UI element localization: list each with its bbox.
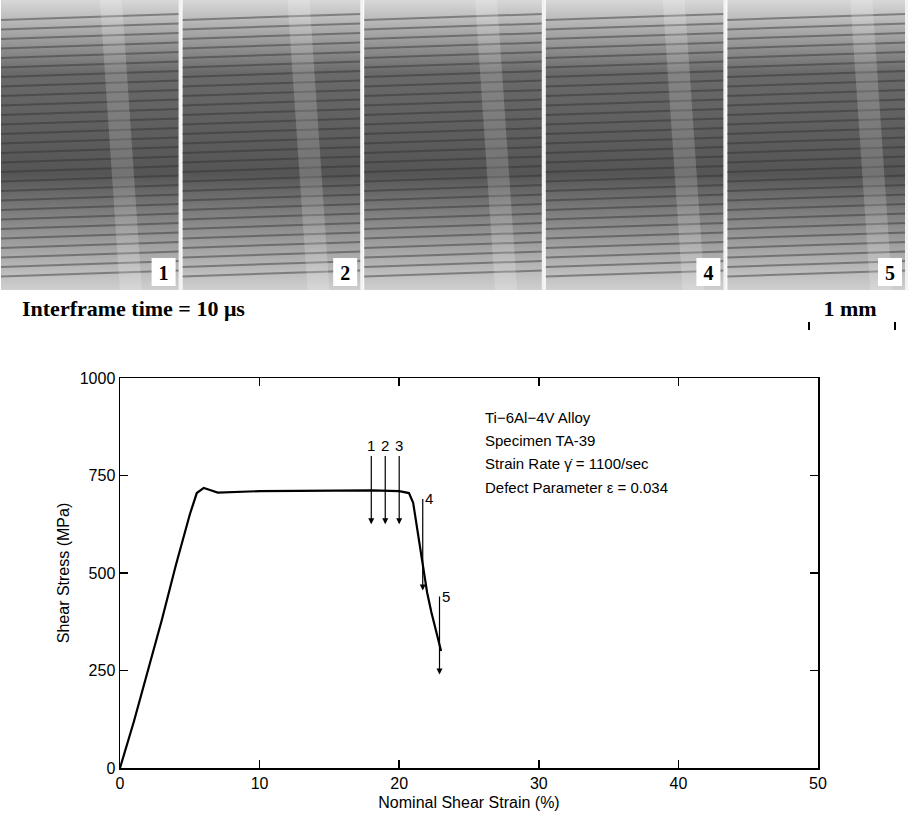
svg-text:Specimen TA-39: Specimen TA-39 [485,432,595,449]
svg-text:1000: 1000 [80,370,116,387]
svg-text:500: 500 [89,565,116,582]
svg-text:250: 250 [89,662,116,679]
svg-text:Shear Stress (MPa): Shear Stress (MPa) [55,503,72,643]
svg-text:0: 0 [116,775,125,792]
svg-text:50: 50 [809,775,827,792]
svg-text:5: 5 [442,588,450,605]
svg-text:Defect Parameter ε = 0.034: Defect Parameter ε = 0.034 [485,479,668,496]
svg-text:30: 30 [530,775,548,792]
svg-text:750: 750 [89,467,116,484]
svg-text:Nominal Shear Strain (%): Nominal Shear Strain (%) [378,794,559,811]
html-text:Interframe time = 10 μs: Interframe time = 10 μs [22,296,245,321]
svg-text:1: 1 [159,262,169,284]
svg-text:3: 3 [395,437,403,454]
svg-text:2: 2 [381,437,389,454]
svg-text:5: 5 [885,262,895,284]
svg-text:4: 4 [703,262,713,284]
svg-text:Strain Rate γ̇ = 1100/sec: Strain Rate γ̇ = 1100/sec [485,455,649,472]
svg-text:Ti−6Al−4V Alloy: Ti−6Al−4V Alloy [485,409,591,426]
svg-text:1: 1 [367,437,375,454]
svg-text:0: 0 [106,760,115,777]
svg-text:20: 20 [390,775,408,792]
svg-text:40: 40 [670,775,688,792]
svg-text:4: 4 [425,490,433,507]
svg-text:2: 2 [340,262,350,284]
svg-text:10: 10 [251,775,269,792]
html-text:1 mm: 1 mm [823,296,877,321]
